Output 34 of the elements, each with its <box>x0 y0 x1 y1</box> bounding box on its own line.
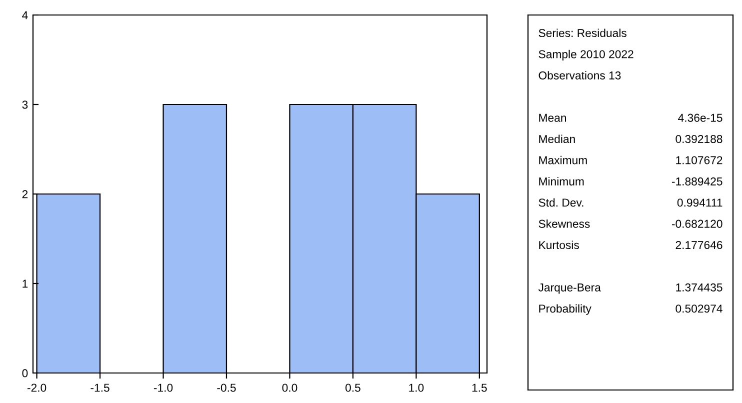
category-label: Minimum <box>539 177 584 186</box>
y-tick-label: 4 <box>22 11 28 20</box>
y-tick-label: 3 <box>22 100 28 109</box>
y-tick-label: 0 <box>22 369 28 378</box>
x-tick-label: -0.5 <box>217 384 236 392</box>
category-label: Std. Dev. <box>538 198 584 207</box>
category-label: Median <box>539 134 575 144</box>
text: 4.36e-15 <box>678 114 722 122</box>
x-tick-label: 0.0 <box>282 384 298 392</box>
text: Series: Residuals <box>538 28 626 38</box>
x-tick-label: 0.5 <box>345 384 360 392</box>
text: Sample 2010 2022 <box>538 50 634 61</box>
x-tick-label: -2.0 <box>27 384 46 392</box>
category-label: Mean <box>539 114 566 122</box>
text: -1.889425 <box>672 177 722 186</box>
x-tick-label: 1.5 <box>472 384 487 392</box>
y-tick-label: 2 <box>22 190 28 198</box>
text: Observations 13 <box>538 71 621 80</box>
category-label: Jarque-Bera <box>538 284 601 294</box>
text: 0.502974 <box>676 304 722 313</box>
text: -0.682120 <box>672 220 722 228</box>
category-label: Skewness <box>538 219 590 228</box>
text: 0.994111 <box>677 198 722 207</box>
x-tick-label: 1.0 <box>409 384 424 392</box>
category-label: Maximum <box>539 156 587 164</box>
category-label: Probability <box>539 304 592 315</box>
text: 2.177646 <box>676 240 722 250</box>
category-label: Kurtosis <box>539 240 579 250</box>
y-tick-label: 1 <box>22 280 28 288</box>
text: 0.392188 <box>676 134 722 144</box>
x-tick-label: -1.0 <box>154 384 173 392</box>
text: 1.107672 <box>676 156 722 164</box>
text: 1.374435 <box>676 283 722 292</box>
x-tick-label: -1.5 <box>90 384 110 392</box>
